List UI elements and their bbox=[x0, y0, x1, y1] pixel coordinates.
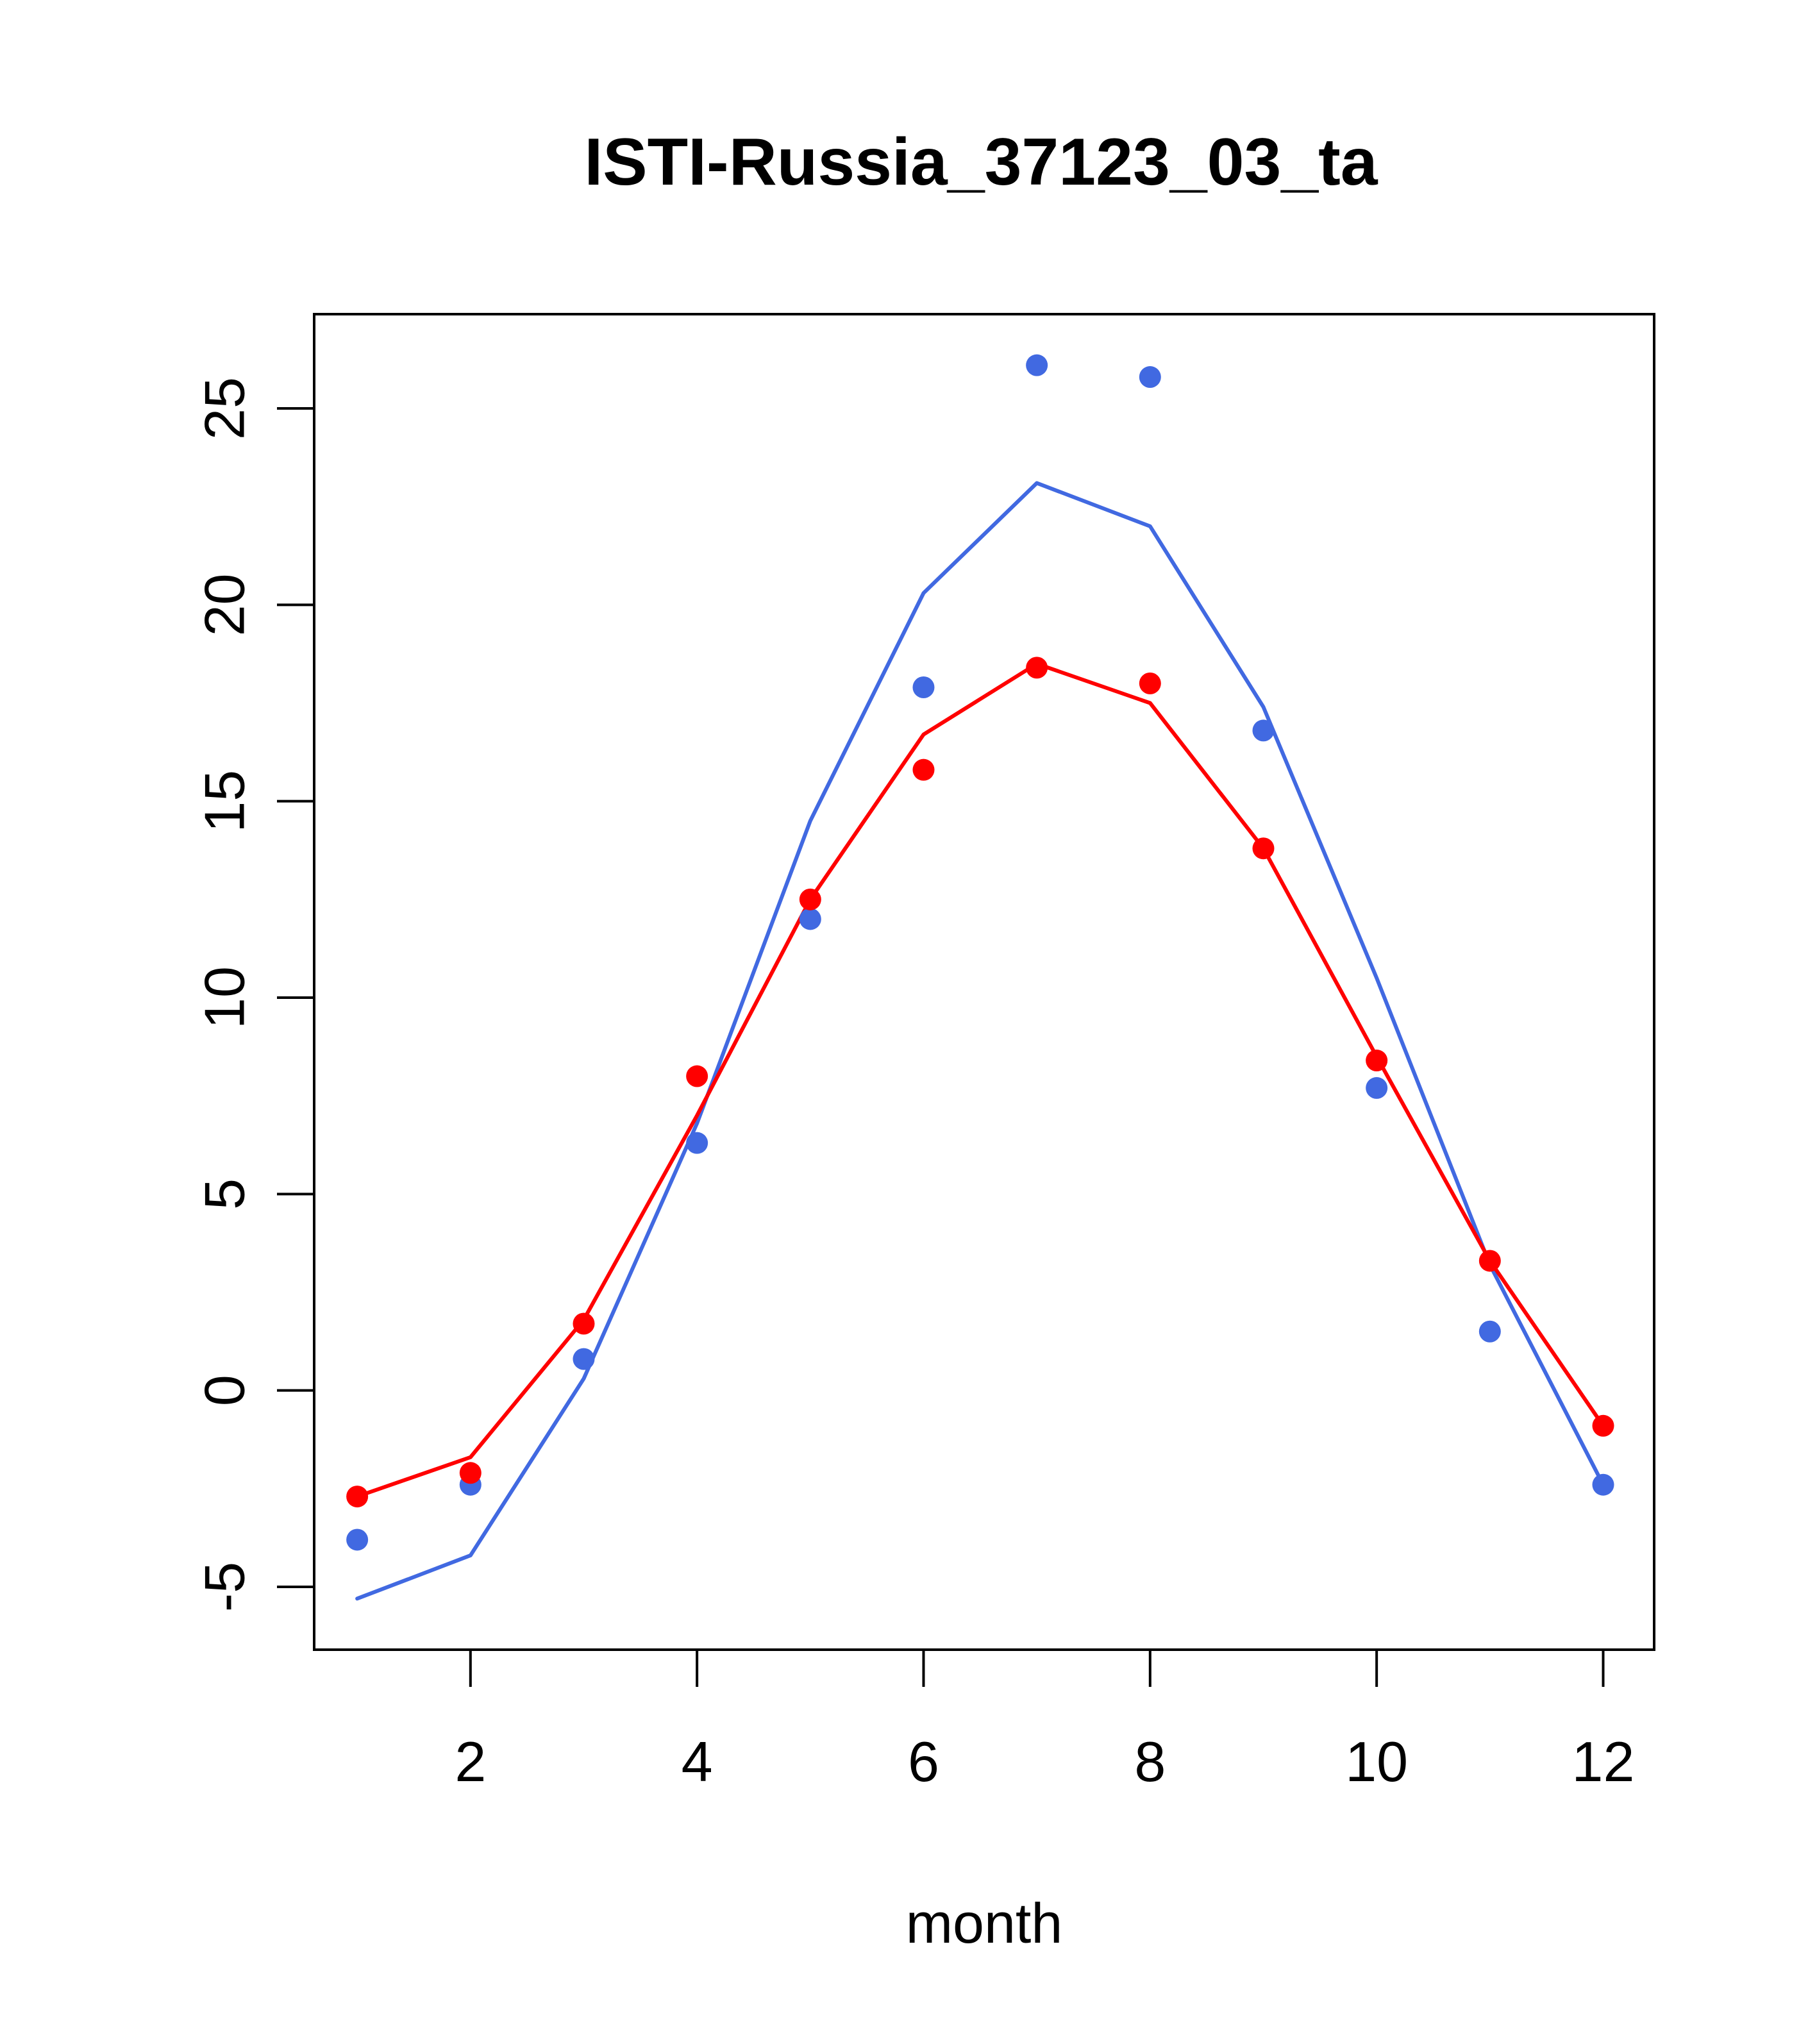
data-point bbox=[1592, 1473, 1614, 1496]
data-point bbox=[1478, 1320, 1501, 1343]
data-point bbox=[1366, 1076, 1388, 1099]
x-tick-label: 12 bbox=[1572, 1730, 1635, 1793]
data-point bbox=[1139, 366, 1161, 389]
data-point bbox=[1592, 1414, 1614, 1437]
data-point bbox=[686, 1132, 708, 1154]
data-point bbox=[1139, 672, 1161, 694]
y-tick-label: 25 bbox=[193, 377, 256, 440]
x-tick-label: 10 bbox=[1345, 1730, 1408, 1793]
y-tick-label: 15 bbox=[193, 770, 256, 833]
data-point bbox=[459, 1462, 481, 1484]
data-point bbox=[912, 676, 935, 699]
data-point bbox=[573, 1348, 595, 1370]
series-points bbox=[346, 354, 1614, 1551]
x-tick-label: 8 bbox=[1134, 1730, 1166, 1793]
y-axis: -5 0 5 10 15 20 25 bbox=[193, 377, 315, 1612]
data-point bbox=[1026, 657, 1048, 679]
data-point bbox=[573, 1312, 595, 1335]
x-axis-label: month bbox=[906, 1891, 1063, 1955]
y-tick-label: 5 bbox=[193, 1178, 256, 1210]
plot-frame bbox=[313, 313, 1655, 1651]
y-tick-label: 0 bbox=[193, 1375, 256, 1406]
data-point bbox=[799, 888, 821, 910]
y-tick-label: 10 bbox=[193, 966, 256, 1029]
x-axis: 2 4 6 8 10 12 bbox=[455, 1648, 1635, 1793]
data-point bbox=[1252, 719, 1275, 742]
series-lines bbox=[355, 481, 1605, 1601]
x-tick-label: 4 bbox=[682, 1730, 713, 1793]
data-point bbox=[912, 758, 935, 781]
series-line-3 bbox=[355, 662, 1605, 1499]
data-point bbox=[686, 1065, 708, 1087]
data-point bbox=[346, 1529, 369, 1551]
data-point bbox=[1026, 354, 1048, 376]
y-tick-label: -5 bbox=[193, 1562, 256, 1612]
series-line-2 bbox=[355, 481, 1605, 1601]
data-point bbox=[346, 1486, 369, 1508]
chart-title: ISTI-Russia_37123_03_ta bbox=[584, 125, 1378, 199]
y-tick-label: 20 bbox=[193, 573, 256, 636]
data-point bbox=[1366, 1050, 1388, 1072]
x-tick-label: 6 bbox=[908, 1730, 939, 1793]
data-point bbox=[1478, 1250, 1501, 1272]
x-tick-label: 2 bbox=[455, 1730, 486, 1793]
data-point bbox=[1252, 837, 1275, 860]
data-point bbox=[799, 908, 821, 930]
